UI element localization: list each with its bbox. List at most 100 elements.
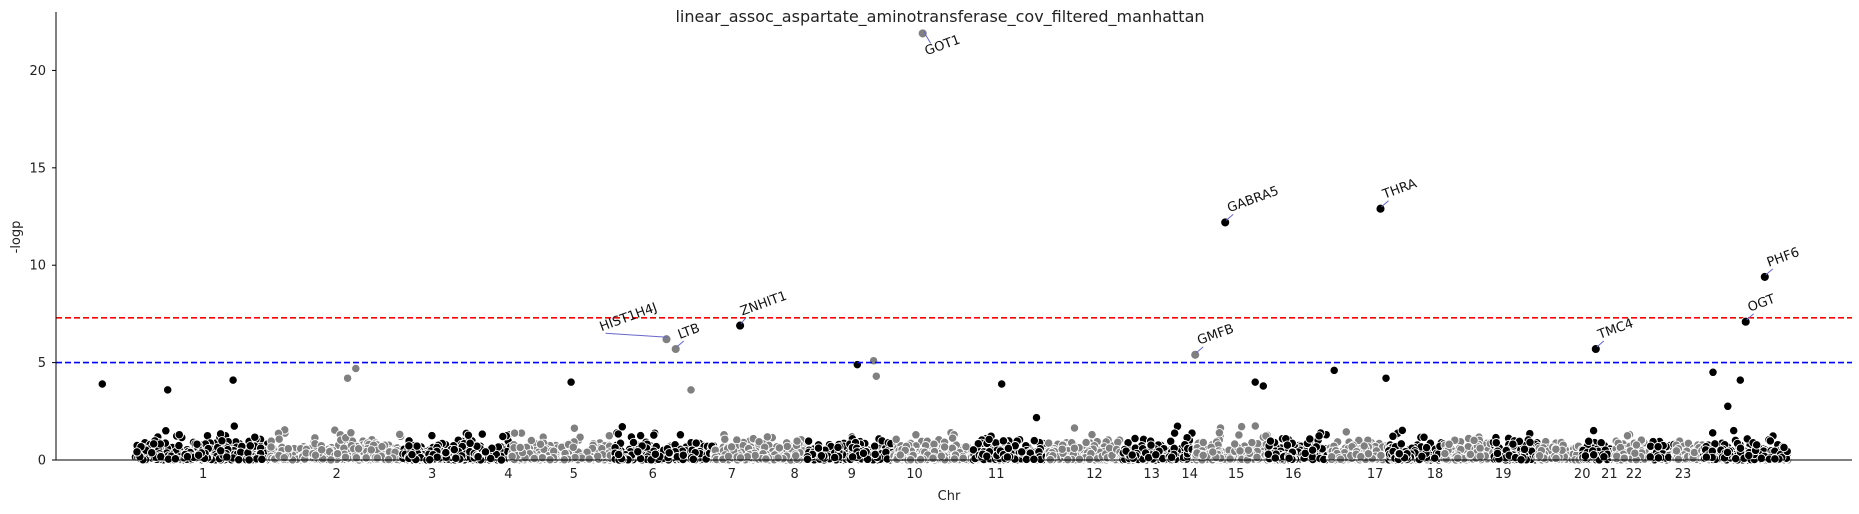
snp-point bbox=[858, 448, 869, 458]
snp-point bbox=[537, 453, 548, 463]
snp-point bbox=[132, 447, 142, 457]
snp-point bbox=[803, 436, 814, 446]
snp-point bbox=[192, 439, 202, 449]
snp-point bbox=[193, 450, 204, 460]
snp-point bbox=[649, 430, 659, 440]
snp-point bbox=[723, 451, 734, 462]
snp-point bbox=[1029, 435, 1039, 446]
snp-point bbox=[372, 453, 382, 463]
snp-point bbox=[274, 434, 284, 444]
snp-point bbox=[584, 454, 594, 464]
snp-point bbox=[604, 431, 614, 441]
snp-point bbox=[353, 444, 364, 454]
snp-point bbox=[773, 453, 783, 463]
snp-point bbox=[245, 441, 255, 451]
snp-point bbox=[1003, 443, 1014, 454]
snp-point bbox=[174, 430, 184, 440]
snp-point bbox=[229, 421, 239, 431]
snp-point bbox=[182, 451, 193, 462]
snp-point bbox=[762, 432, 773, 442]
snp-point bbox=[217, 436, 227, 446]
snp-point bbox=[317, 445, 327, 455]
snp-point bbox=[149, 439, 159, 449]
snp-point bbox=[911, 430, 921, 440]
snp-point bbox=[477, 429, 487, 439]
snp-point bbox=[569, 423, 580, 433]
snp-point bbox=[332, 449, 343, 459]
snp-point bbox=[279, 453, 289, 463]
snp-point bbox=[1031, 412, 1042, 423]
snp-point bbox=[266, 442, 276, 452]
snp-point bbox=[998, 436, 1009, 446]
snp-point bbox=[870, 449, 880, 460]
snp-point bbox=[250, 432, 260, 442]
x-axis-label: Chr bbox=[938, 489, 961, 504]
snp-point bbox=[361, 453, 371, 463]
snp-point bbox=[509, 428, 520, 438]
snp-point bbox=[664, 448, 674, 458]
snp-point bbox=[1087, 429, 1097, 440]
snp-point bbox=[833, 442, 843, 453]
snp-point bbox=[1057, 444, 1067, 454]
snp-point bbox=[174, 440, 184, 451]
snp-point bbox=[792, 436, 802, 446]
snp-point bbox=[1069, 443, 1080, 453]
snp-point bbox=[480, 447, 491, 457]
snp-point bbox=[720, 434, 730, 444]
snp-point bbox=[465, 438, 475, 448]
snp-point bbox=[958, 453, 968, 463]
snp-point bbox=[949, 454, 960, 464]
snp-point bbox=[688, 454, 698, 464]
snp-point bbox=[535, 439, 546, 449]
snp-point bbox=[529, 453, 539, 464]
snp-point bbox=[984, 434, 994, 445]
snp-point bbox=[1084, 454, 1095, 464]
snp-point bbox=[407, 449, 417, 460]
y-axis-label: -logp bbox=[9, 221, 24, 254]
snp-point bbox=[735, 453, 746, 463]
snp-point bbox=[366, 445, 376, 455]
snp-point bbox=[283, 444, 293, 454]
snp-point bbox=[412, 441, 422, 451]
snp-point bbox=[650, 449, 661, 459]
snp-point bbox=[395, 429, 405, 440]
snp-point bbox=[617, 422, 627, 432]
snp-point bbox=[507, 451, 517, 462]
snp-point bbox=[404, 441, 414, 451]
snp-point bbox=[750, 450, 760, 461]
snp-point bbox=[928, 453, 938, 463]
snp-point bbox=[628, 437, 639, 448]
snp-point bbox=[891, 434, 901, 444]
snp-point bbox=[1029, 454, 1039, 464]
snp-point bbox=[613, 449, 624, 460]
snp-point bbox=[761, 454, 771, 464]
snp-point bbox=[463, 430, 474, 440]
snp-point bbox=[427, 430, 437, 441]
snp-point bbox=[441, 447, 451, 458]
snp-point bbox=[982, 451, 992, 461]
snp-point bbox=[675, 430, 686, 440]
snp-point bbox=[791, 451, 801, 461]
snp-point bbox=[802, 454, 813, 464]
snp-point bbox=[1044, 438, 1054, 448]
snp-point bbox=[449, 444, 459, 455]
snp-point bbox=[161, 426, 171, 436]
snp-point bbox=[1081, 437, 1091, 448]
snp-point bbox=[568, 442, 578, 452]
snp-point bbox=[593, 451, 603, 461]
snp-point bbox=[939, 442, 950, 452]
snp-point bbox=[222, 452, 232, 462]
snp-point bbox=[377, 441, 387, 452]
snp-point bbox=[1069, 423, 1080, 433]
snp-point bbox=[895, 450, 905, 460]
snp-point bbox=[257, 454, 267, 464]
snp-point bbox=[635, 430, 646, 441]
snp-point bbox=[147, 448, 157, 458]
snp-point bbox=[870, 441, 880, 451]
snp-point bbox=[947, 433, 958, 443]
snp-point bbox=[782, 441, 792, 452]
snp-point bbox=[1017, 447, 1027, 457]
snp-point bbox=[170, 454, 181, 464]
snp-point bbox=[346, 428, 356, 438]
